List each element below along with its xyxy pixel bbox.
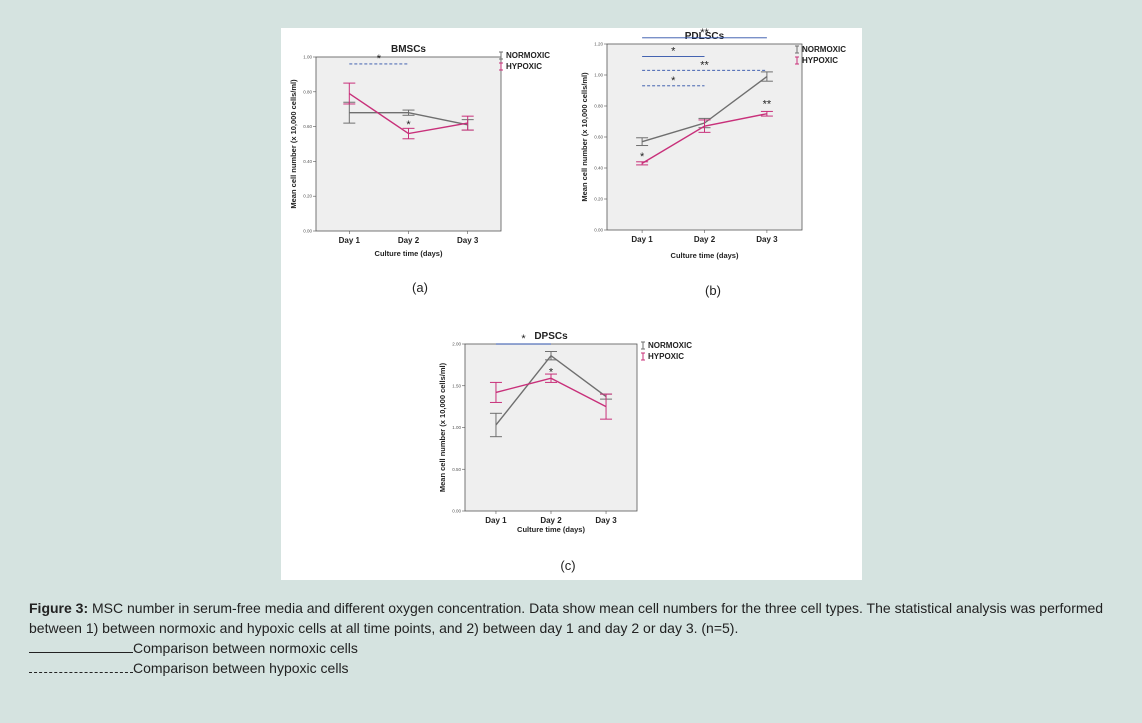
legend-label: HYPOXIC [506, 62, 542, 71]
y-tick-label: 0.00 [594, 228, 603, 233]
panel-label: (c) [560, 558, 575, 573]
plot-area [606, 43, 803, 231]
comparison-significance: * [521, 333, 526, 345]
comparison-significance: * [377, 53, 382, 65]
y-axis-label: Mean cell number (x 10,000 cells/ml) [580, 72, 589, 202]
y-tick-label: 0.20 [594, 197, 603, 202]
panel-label: (b) [705, 283, 721, 298]
x-tick-label: Day 3 [756, 235, 778, 244]
chart-title: PDLSCs [685, 31, 725, 42]
significance-mark: * [549, 366, 554, 378]
y-tick-label: 1.00 [452, 425, 461, 430]
y-tick-label: 0.40 [303, 159, 312, 164]
y-tick-label: 1.00 [303, 55, 312, 60]
plot-area [464, 343, 638, 512]
legend-label: HYPOXIC [802, 56, 838, 65]
comparison-significance: ** [700, 28, 709, 39]
figure-panel: BMSCs 0.00 0.20 0.40 0.60 0.80 1.00 Mean cell n… [281, 28, 862, 580]
x-tick-label: Day 1 [631, 235, 653, 244]
figure-caption: Figure 3: MSC number in serum-free media… [29, 598, 1119, 638]
x-axis-label: Culture time (days) [375, 249, 443, 258]
plot-area [315, 56, 502, 232]
x-axis-label: Culture time (days) [671, 251, 739, 260]
legend-solid-text: Comparison between normoxic cells [133, 640, 358, 656]
comparison-significance: * [671, 45, 676, 57]
y-tick-label: 0.80 [594, 104, 603, 109]
solid-line-swatch [29, 640, 133, 653]
legend-solid: Comparison between normoxic cells [29, 638, 358, 658]
y-tick-label: 0.50 [452, 467, 461, 472]
legend-label: NORMOXIC [506, 51, 550, 60]
x-tick-label: Day 1 [339, 236, 361, 245]
significance-mark: ** [763, 98, 772, 110]
caption-label: Figure 3: [29, 600, 89, 616]
y-tick-label: 0.20 [303, 194, 312, 199]
legend-label: NORMOXIC [802, 45, 846, 54]
dashed-line-swatch [29, 660, 133, 673]
x-axis-label: Culture time (days) [517, 525, 585, 534]
y-tick-label: 1.00 [594, 73, 603, 78]
y-tick-label: 0.00 [452, 509, 461, 514]
comparison-significance: ** [700, 59, 709, 71]
legend-dashed: Comparison between hypoxic cells [29, 658, 349, 678]
x-tick-label: Day 2 [398, 236, 420, 245]
y-tick-label: 1.20 [594, 42, 603, 47]
y-tick-label: 0.60 [303, 124, 312, 129]
chart-title: DPSCs [534, 331, 568, 342]
panel-label: (a) [412, 280, 428, 295]
y-tick-label: 0.40 [594, 166, 603, 171]
chart-panel-3: DPSCs 0.00 0.50 1.00 1.50 2.00 Mean cell numbe… [438, 331, 692, 573]
y-tick-label: 0.60 [594, 135, 603, 140]
x-tick-label: Day 3 [595, 516, 617, 525]
y-tick-label: 0.80 [303, 89, 312, 94]
significance-mark: * [640, 151, 645, 163]
x-tick-label: Day 1 [485, 516, 507, 525]
x-tick-label: Day 3 [457, 236, 479, 245]
chart-title: BMSCs [391, 44, 426, 55]
y-tick-label: 1.50 [452, 383, 461, 388]
y-tick-label: 2.00 [452, 342, 461, 347]
comparison-significance: * [671, 75, 676, 87]
y-axis-label: Mean cell number (x 10,000 cells/ml) [289, 79, 298, 209]
significance-mark: * [406, 119, 411, 131]
legend-dashed-text: Comparison between hypoxic cells [133, 660, 349, 676]
chart-panel-2: PDLSCs 0.00 0.20 0.40 0.60 0.80 1.00 1.20 Mean c… [580, 28, 846, 298]
legend-label: HYPOXIC [648, 352, 684, 361]
caption-text: MSC number in serum-free media and diffe… [29, 600, 1104, 636]
chart-panel-1: BMSCs 0.00 0.20 0.40 0.60 0.80 1.00 Mean cell n… [289, 44, 550, 295]
legend-label: NORMOXIC [648, 341, 692, 350]
x-tick-label: Day 2 [694, 235, 716, 244]
charts-canvas: BMSCs 0.00 0.20 0.40 0.60 0.80 1.00 Mean cell n… [289, 28, 846, 573]
x-tick-label: Day 2 [540, 516, 562, 525]
y-axis-label: Mean cell number (x 10,000 cells/ml) [438, 362, 447, 492]
y-tick-label: 0.00 [303, 229, 312, 234]
